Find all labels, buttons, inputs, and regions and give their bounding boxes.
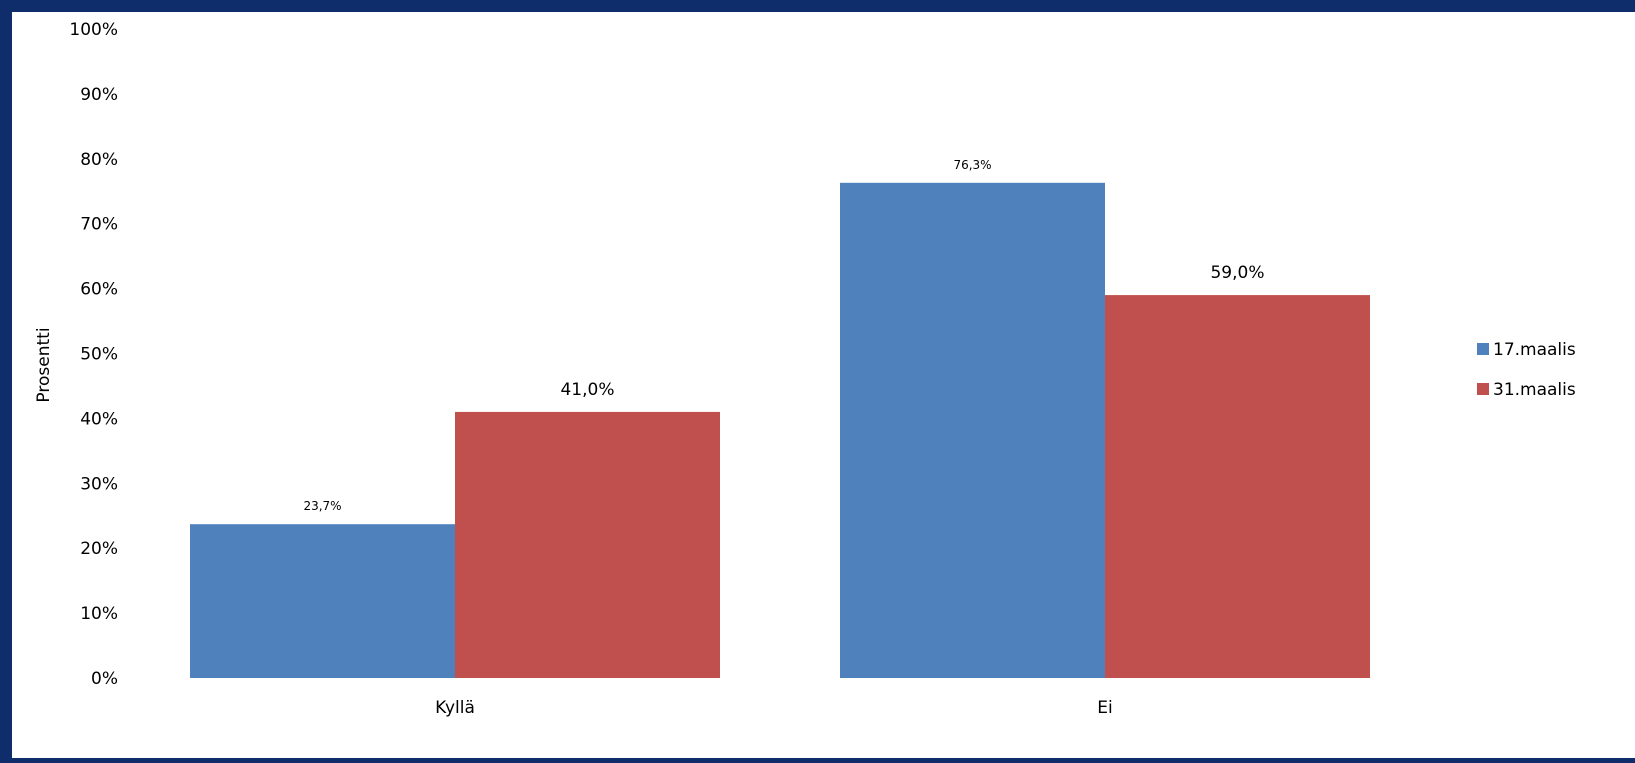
data-label: 41,0% [560, 380, 614, 400]
y-tick-label: 70% [80, 215, 118, 235]
y-tick-label: 60% [80, 280, 118, 300]
bars [190, 182, 1370, 679]
x-tick-label: Kyllä [435, 698, 475, 718]
bar-chart: 0% 10% 20% 30% 40% 50% 60% 70% 80% 90% 100% Prosen… [34, 20, 1576, 718]
x-axis-ticks: Kyllä Ei [435, 698, 1113, 718]
y-tick-label: 30% [80, 474, 118, 494]
y-tick-label: 10% [80, 604, 118, 624]
y-tick-label: 80% [80, 150, 118, 170]
legend: 17.maalis 31.maalis [1477, 340, 1576, 400]
bar [840, 182, 1105, 679]
bar [190, 524, 455, 678]
y-tick-label: 40% [80, 409, 118, 429]
y-axis-ticks: 0% 10% 20% 30% 40% 50% 60% 70% 80% 90% 100% [69, 20, 118, 689]
chart-panel: 0% 10% 20% 30% 40% 50% 60% 70% 80% 90% 100% Prosen… [12, 12, 1635, 758]
y-tick-label: 90% [80, 85, 118, 105]
y-tick-label: 0% [91, 669, 118, 689]
legend-swatch [1477, 383, 1489, 395]
y-tick-label: 100% [69, 20, 118, 40]
bar [455, 411, 720, 678]
data-label: 23,7% [303, 499, 341, 513]
y-tick-label: 20% [80, 539, 118, 559]
bar [1105, 295, 1370, 678]
data-label: 59,0% [1210, 263, 1264, 283]
y-axis-label: Prosentti [34, 327, 54, 402]
y-tick-label: 50% [80, 345, 118, 365]
legend-swatch [1477, 343, 1489, 355]
data-label: 76,3% [953, 158, 991, 172]
legend-label: 17.maalis [1493, 340, 1576, 360]
data-labels: 23,7% 76,3% 41,0% 59,0% [303, 158, 1264, 513]
legend-label: 31.maalis [1493, 380, 1576, 400]
x-tick-label: Ei [1097, 698, 1112, 718]
